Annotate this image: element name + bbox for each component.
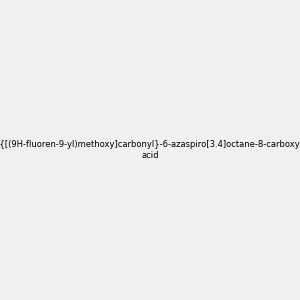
Text: 6-{[(9H-fluoren-9-yl)methoxy]carbonyl}-6-azaspiro[3.4]octane-8-carboxylic acid: 6-{[(9H-fluoren-9-yl)methoxy]carbonyl}-6… (0, 140, 300, 160)
